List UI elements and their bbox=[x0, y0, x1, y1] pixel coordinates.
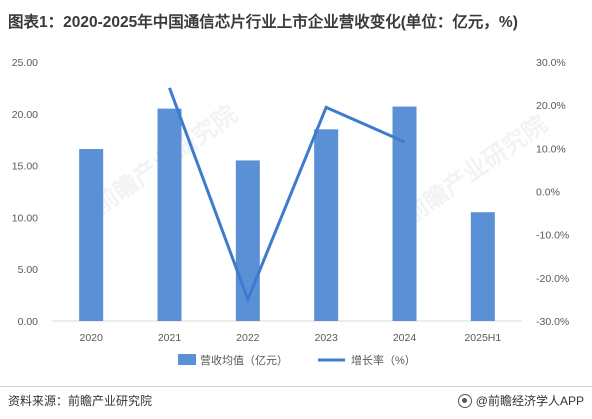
brand-logo-icon bbox=[457, 393, 472, 408]
y-left-tick-label: 10.00 bbox=[12, 212, 38, 224]
y-left-tick-label: 0.00 bbox=[18, 316, 39, 328]
x-tick-label: 2020 bbox=[79, 332, 103, 344]
chart-area: 0.00 5.00 10.00 15.00 20.00 25.00 -30.0% -20.0… bbox=[12, 57, 570, 367]
x-tick-label: 2024 bbox=[393, 332, 417, 344]
y-left-tick-label: 25.00 bbox=[12, 57, 38, 69]
y-right-tick-label: 30.0% bbox=[536, 57, 566, 69]
legend-label-line: 增长率（%） bbox=[351, 353, 416, 367]
bar bbox=[157, 108, 182, 322]
chart-title: 图表1：2020-2025年中国通信芯片行业上市企业营收变化(单位：亿元，%) bbox=[8, 14, 518, 31]
brand-text: @前瞻经济学人APP bbox=[475, 394, 584, 408]
source-note: 资料来源：前瞻产业研究院 bbox=[8, 394, 153, 408]
y-right-tick-label: -20.0% bbox=[536, 273, 569, 285]
x-tick-label: 2023 bbox=[314, 332, 338, 344]
y-right-tick-label: -30.0% bbox=[536, 316, 569, 328]
y-right-tick-label: 0.0% bbox=[536, 187, 560, 199]
brand-credit: @前瞻经济学人APP bbox=[457, 392, 584, 409]
x-tick-label: 2021 bbox=[158, 332, 182, 344]
legend-label-bar: 营收均值（亿元） bbox=[200, 353, 288, 367]
y-right-tick-label: 20.0% bbox=[536, 100, 566, 112]
y-right-tick-label: -10.0% bbox=[536, 230, 569, 242]
x-tick-label: 2025H1 bbox=[464, 332, 501, 344]
x-tick-label: 2022 bbox=[236, 332, 260, 344]
bar bbox=[79, 149, 104, 321]
bar bbox=[392, 106, 417, 321]
y-left-tick-label: 5.00 bbox=[18, 264, 39, 276]
y-left-tick-label: 20.00 bbox=[12, 109, 38, 121]
bar bbox=[314, 129, 339, 321]
y-left-tick-label: 15.00 bbox=[12, 161, 38, 173]
footer-divider bbox=[0, 386, 592, 387]
bar bbox=[470, 212, 495, 321]
growth-rate-line bbox=[168, 87, 406, 304]
y-right-tick-label: 10.0% bbox=[536, 143, 566, 155]
legend-swatch-bar bbox=[178, 354, 196, 365]
